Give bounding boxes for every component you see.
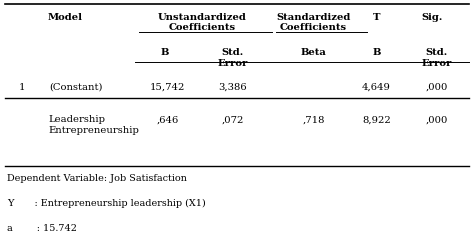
Text: Leadership
Entrepreneurship: Leadership Entrepreneurship [49,115,140,135]
Text: 1: 1 [18,83,25,92]
Text: Sig.: Sig. [421,13,443,22]
Text: T: T [373,13,380,22]
Text: Dependent Variable: Job Satisfaction: Dependent Variable: Job Satisfaction [7,174,187,183]
Text: B: B [161,48,169,57]
Text: 3,386: 3,386 [218,83,246,92]
Text: 8,922: 8,922 [362,115,391,124]
Text: 15,742: 15,742 [150,83,185,92]
Text: ,072: ,072 [221,115,244,124]
Text: Standardized
Coefficients: Standardized Coefficients [276,13,351,32]
Text: Model: Model [47,13,82,22]
Text: B: B [372,48,381,57]
Text: ,718: ,718 [302,115,325,124]
Text: a        : 15.742: a : 15.742 [7,224,77,233]
Text: ,000: ,000 [426,83,448,92]
Text: ,646: ,646 [156,115,178,124]
Text: Y       : Entrepreneurship leadership (X1): Y : Entrepreneurship leadership (X1) [7,199,206,208]
Text: Beta: Beta [301,48,327,57]
Text: Unstandardized
Coefficients: Unstandardized Coefficients [158,13,246,32]
Text: 4,649: 4,649 [362,83,391,92]
Text: Std.
Error: Std. Error [421,48,452,68]
Text: ,000: ,000 [426,115,448,124]
Text: (Constant): (Constant) [49,83,102,92]
Text: Std.
Error: Std. Error [217,48,247,68]
